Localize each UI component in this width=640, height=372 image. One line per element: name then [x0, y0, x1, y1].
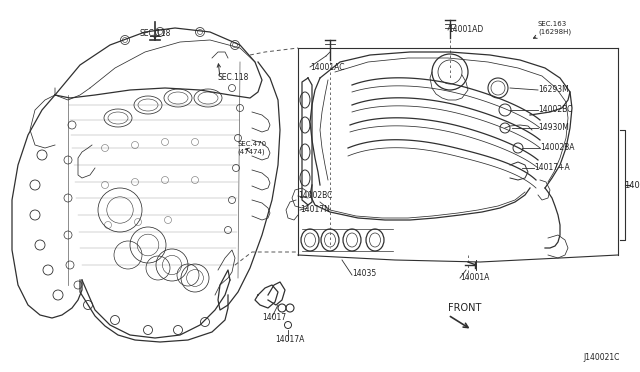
Text: 14001AC: 14001AC	[310, 62, 344, 71]
Text: 14017: 14017	[262, 312, 286, 321]
Text: J140021C: J140021C	[584, 353, 620, 362]
Text: SEC.163
(16298H): SEC.163 (16298H)	[538, 21, 571, 35]
Text: 14017A: 14017A	[275, 336, 305, 344]
Text: SEC.470
(47474): SEC.470 (47474)	[237, 141, 266, 155]
Text: 14001AD: 14001AD	[448, 26, 483, 35]
Text: 14001: 14001	[624, 180, 640, 189]
Text: 14002BA: 14002BA	[540, 144, 575, 153]
Text: 14930M: 14930M	[538, 124, 569, 132]
Text: FRONT: FRONT	[448, 303, 481, 313]
Text: 14035: 14035	[352, 269, 376, 278]
Text: 14017+A: 14017+A	[534, 164, 570, 173]
Text: 14001A: 14001A	[460, 273, 490, 282]
Text: 14002BC: 14002BC	[298, 192, 332, 201]
Text: SEC.118: SEC.118	[218, 74, 250, 83]
Text: 14017N: 14017N	[300, 205, 330, 215]
Text: 16293M: 16293M	[538, 86, 569, 94]
Text: 14002BC: 14002BC	[538, 106, 572, 115]
Text: SEC.118: SEC.118	[140, 29, 171, 38]
